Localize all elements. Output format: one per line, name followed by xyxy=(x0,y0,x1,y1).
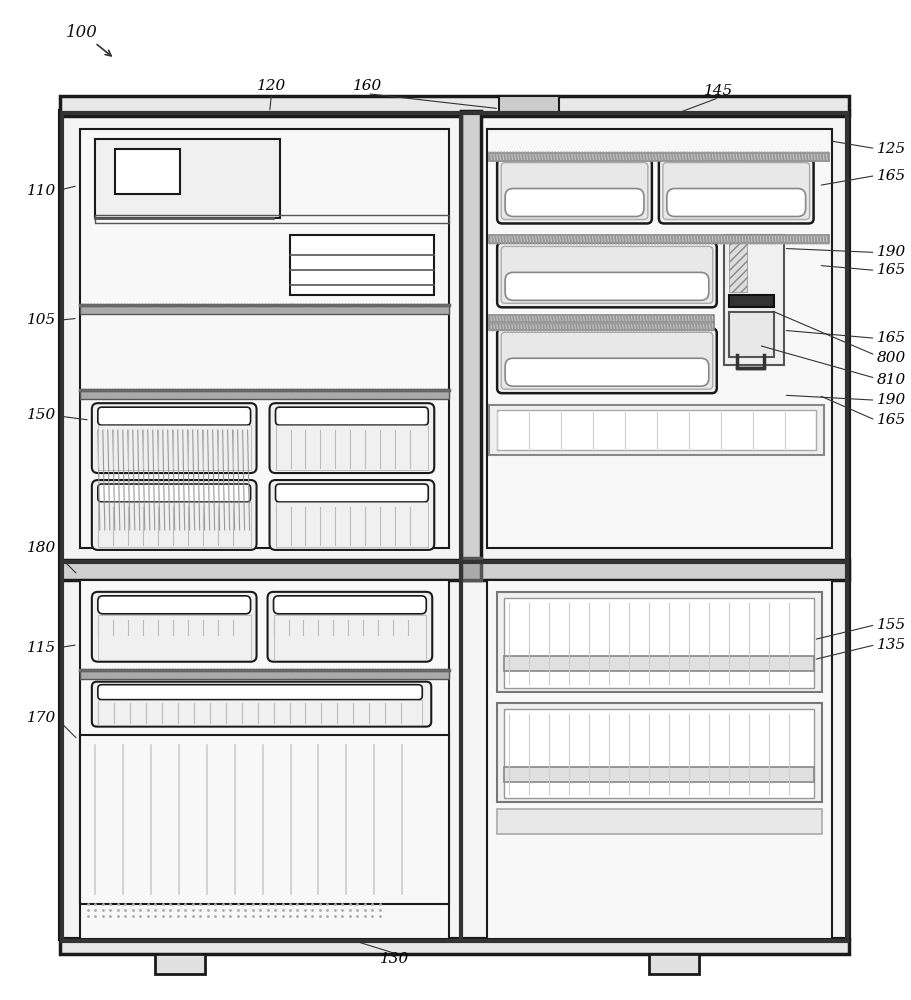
Bar xyxy=(497,592,822,692)
Bar xyxy=(275,425,428,470)
FancyBboxPatch shape xyxy=(501,332,712,389)
Bar xyxy=(290,235,435,295)
Bar xyxy=(80,129,449,548)
FancyBboxPatch shape xyxy=(92,592,257,662)
Text: 115: 115 xyxy=(27,641,56,655)
Text: 165: 165 xyxy=(876,331,906,345)
Bar xyxy=(461,558,481,580)
FancyBboxPatch shape xyxy=(663,163,810,219)
Bar xyxy=(489,153,829,161)
Bar xyxy=(649,954,699,974)
Bar xyxy=(497,809,822,834)
FancyBboxPatch shape xyxy=(505,189,644,216)
Bar xyxy=(95,215,449,223)
Bar xyxy=(60,96,848,116)
Text: 105: 105 xyxy=(27,313,56,327)
Bar xyxy=(97,502,251,547)
Bar xyxy=(497,410,815,450)
Bar xyxy=(60,111,848,939)
FancyBboxPatch shape xyxy=(505,358,709,386)
FancyBboxPatch shape xyxy=(273,596,426,614)
Text: 130: 130 xyxy=(380,952,409,966)
Bar xyxy=(80,305,449,314)
Text: 190: 190 xyxy=(876,393,906,407)
FancyBboxPatch shape xyxy=(92,403,257,473)
FancyBboxPatch shape xyxy=(501,246,712,303)
Bar xyxy=(487,580,832,939)
Bar xyxy=(504,709,814,798)
FancyBboxPatch shape xyxy=(501,163,648,219)
Bar xyxy=(80,735,449,904)
FancyBboxPatch shape xyxy=(275,484,428,502)
Bar xyxy=(729,312,773,357)
FancyBboxPatch shape xyxy=(497,159,652,223)
Bar xyxy=(62,113,846,941)
Bar xyxy=(97,615,251,660)
Bar xyxy=(729,295,773,307)
Text: 125: 125 xyxy=(876,142,906,156)
Bar xyxy=(487,129,832,548)
Text: 810: 810 xyxy=(876,373,906,387)
Bar xyxy=(155,954,205,974)
Text: 800: 800 xyxy=(876,351,906,365)
Text: 110: 110 xyxy=(27,184,56,198)
Text: 170: 170 xyxy=(27,711,56,725)
Bar xyxy=(504,767,814,782)
FancyBboxPatch shape xyxy=(275,407,428,425)
FancyBboxPatch shape xyxy=(97,685,423,700)
Bar xyxy=(723,235,783,365)
Text: 155: 155 xyxy=(876,618,906,632)
Bar xyxy=(115,149,179,194)
Bar xyxy=(489,315,714,323)
FancyBboxPatch shape xyxy=(497,242,717,307)
FancyBboxPatch shape xyxy=(505,272,709,300)
FancyBboxPatch shape xyxy=(92,682,431,727)
Text: 165: 165 xyxy=(876,169,906,183)
Text: 120: 120 xyxy=(257,79,286,93)
Bar xyxy=(60,560,848,580)
Text: 145: 145 xyxy=(704,84,733,98)
Bar xyxy=(489,322,714,330)
FancyBboxPatch shape xyxy=(97,407,251,425)
FancyBboxPatch shape xyxy=(270,480,435,550)
Bar xyxy=(80,390,449,399)
FancyBboxPatch shape xyxy=(659,159,814,223)
Bar xyxy=(97,425,251,470)
Bar xyxy=(504,598,814,688)
Bar xyxy=(489,405,824,455)
FancyBboxPatch shape xyxy=(667,189,805,216)
Bar xyxy=(80,580,449,939)
Bar xyxy=(80,670,449,679)
Text: 165: 165 xyxy=(876,413,906,427)
Bar xyxy=(729,237,747,292)
Bar xyxy=(60,939,848,954)
FancyBboxPatch shape xyxy=(97,484,251,502)
Bar xyxy=(95,139,280,218)
Bar xyxy=(499,96,559,114)
Bar xyxy=(97,700,423,725)
Bar xyxy=(275,502,428,547)
FancyBboxPatch shape xyxy=(268,592,432,662)
Bar xyxy=(273,615,426,660)
Text: 100: 100 xyxy=(66,24,97,41)
Bar xyxy=(489,235,829,243)
Text: 160: 160 xyxy=(353,79,382,93)
Bar xyxy=(497,703,822,802)
Bar xyxy=(461,111,481,560)
Text: 165: 165 xyxy=(876,263,906,277)
Text: 190: 190 xyxy=(876,245,906,259)
Text: 135: 135 xyxy=(876,638,906,652)
FancyBboxPatch shape xyxy=(497,328,717,393)
FancyBboxPatch shape xyxy=(92,480,257,550)
FancyBboxPatch shape xyxy=(270,403,435,473)
Text: 180: 180 xyxy=(27,541,56,555)
Bar xyxy=(504,656,814,671)
Text: 150: 150 xyxy=(27,408,56,422)
FancyBboxPatch shape xyxy=(97,596,251,614)
